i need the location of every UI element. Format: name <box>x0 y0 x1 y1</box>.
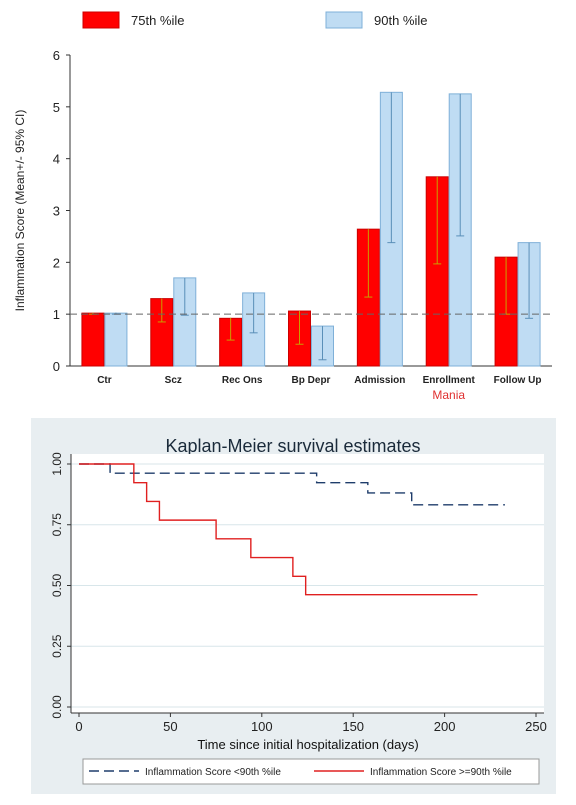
km-chart-panel: Kaplan-Meier survival estimates Time sin… <box>31 418 556 794</box>
y-tick-label: 3 <box>53 204 60 219</box>
bar <box>81 312 105 367</box>
x-tick-label: Ctr <box>97 375 112 386</box>
km-y-tick-label: 0.00 <box>50 695 64 719</box>
x-tick-label: Rec Ons <box>222 375 263 386</box>
y-tick-label: 6 <box>53 48 60 63</box>
km-chart-title: Kaplan-Meier survival estimates <box>165 436 420 456</box>
km-plot-area: 0.00 0.25 0.50 0.75 1.00 0 50 100 150 200 250 <box>50 452 547 734</box>
y-tick-label: 0 <box>53 359 60 374</box>
legend-swatch <box>82 11 120 29</box>
km-plot-background <box>71 454 544 713</box>
x-tick-label: Scz <box>165 375 182 386</box>
x-tick-label: Enrollment <box>423 375 476 386</box>
km-survival-chart: Kaplan-Meier survival estimates Time sin… <box>50 436 547 785</box>
bar-chart-legend: 75th %ile 90th %ile <box>82 11 427 29</box>
y-axis-label: Inflammation Score (Mean+/- 95% CI) <box>13 110 27 312</box>
km-y-tick-label: 0.75 <box>50 513 64 537</box>
km-y-tick-label: 0.25 <box>50 634 64 658</box>
bar-chart: 75th %ile 90th %ile 0 1 2 3 4 5 6 Inflammation S… <box>13 11 552 402</box>
km-legend-label: Inflammation Score >=90th %ile <box>370 767 512 778</box>
km-x-tick-label: 150 <box>342 719 364 734</box>
y-tick-label: 2 <box>53 255 60 270</box>
km-legend-box <box>82 758 540 785</box>
km-x-tick-label: 250 <box>525 719 547 734</box>
group-label: Mania <box>432 388 465 402</box>
km-x-axis-label: Time since initial hospitalization (days… <box>197 737 418 752</box>
bar-chart-plot-area: 0 1 2 3 4 5 6 Inflammation Score (Mean+/- 95% C… <box>13 48 552 402</box>
km-curve-above-90th <box>79 463 478 596</box>
y-tick-label: 1 <box>53 307 60 322</box>
x-tick-label: Bp Depr <box>292 375 331 386</box>
km-legend-label: Inflammation Score <90th %ile <box>145 767 281 778</box>
bar <box>104 312 128 367</box>
km-x-tick-label: 0 <box>75 719 82 734</box>
legend-swatch <box>325 11 363 29</box>
x-tick-label: Admission <box>354 375 405 386</box>
km-chart-legend: Inflammation Score <90th %ile Inflammatio… <box>82 758 540 785</box>
km-x-tick-label: 200 <box>434 719 456 734</box>
y-tick-label: 4 <box>53 152 60 167</box>
km-x-tick-label: 50 <box>163 719 177 734</box>
km-curve-below-90th <box>79 463 505 506</box>
y-tick-label: 5 <box>53 100 60 115</box>
km-y-tick-label: 1.00 <box>50 452 64 476</box>
x-tick-label: Follow Up <box>494 375 542 386</box>
km-y-tick-label: 0.50 <box>50 573 64 597</box>
legend-label: 75th %ile <box>131 13 184 28</box>
legend-label: 90th %ile <box>374 13 427 28</box>
km-x-tick-label: 100 <box>251 719 273 734</box>
